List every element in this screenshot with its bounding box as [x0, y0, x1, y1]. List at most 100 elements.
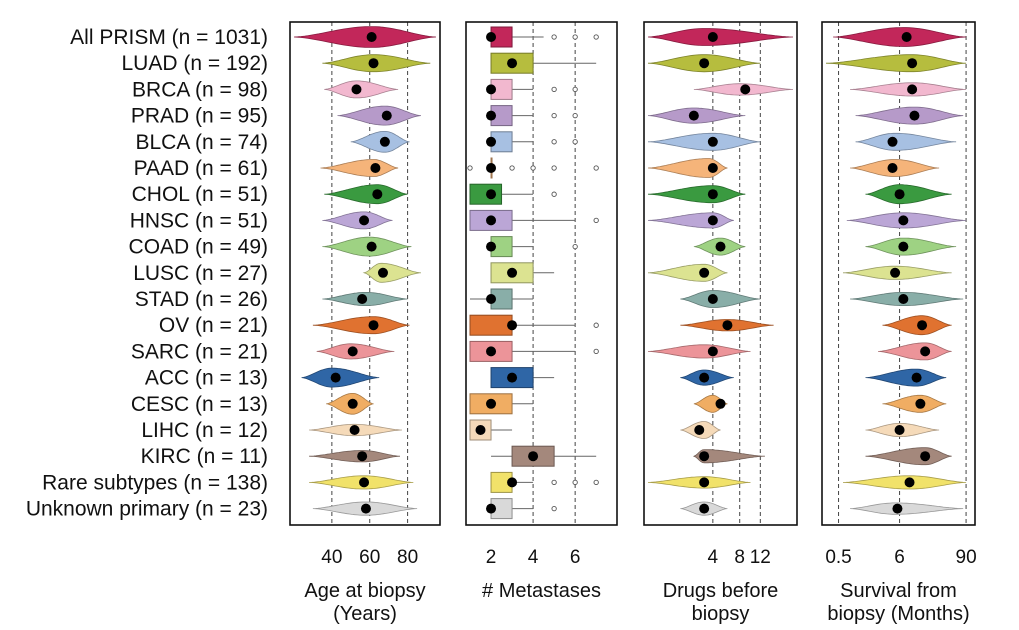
- violin-PRAD: [337, 105, 421, 126]
- median-dot-All PRISM: [901, 32, 912, 42]
- median-dot-OV: [917, 320, 928, 331]
- median-dot-Rare subtypes: [507, 477, 518, 488]
- tick-label: 12: [750, 547, 771, 568]
- median-dot-HNSC: [898, 215, 909, 226]
- median-dot-LUAD: [699, 58, 710, 69]
- median-dot-LUAD: [907, 58, 918, 69]
- row-label: PRAD (n = 95): [131, 105, 268, 128]
- median-dot-STAD: [486, 294, 497, 304]
- median-dot-LIHC: [694, 425, 705, 435]
- violin-All PRISM: [833, 27, 967, 47]
- violin-KIRC: [865, 447, 952, 466]
- tick-label: 8: [734, 547, 745, 568]
- outlier-HNSC: [593, 217, 599, 224]
- row-label: ACC (n = 13): [145, 367, 268, 390]
- median-dot-KIRC: [699, 451, 710, 462]
- violin-CHOL: [324, 184, 408, 205]
- median-dot-HNSC: [707, 215, 718, 226]
- outlier-BRCA: [551, 86, 557, 93]
- tick-label: 6: [570, 547, 581, 568]
- violin-HNSC: [322, 211, 393, 230]
- median-dot-LUSC: [377, 267, 388, 278]
- violin-BLCA: [855, 132, 957, 151]
- panel-metastases: 2 4 6 # Metastases: [465, 21, 618, 602]
- row-label: HNSC (n = 51): [130, 209, 268, 232]
- violin-OV: [882, 315, 952, 336]
- median-dot-PAAD: [707, 163, 718, 173]
- axis-label: Drugs before: [663, 580, 779, 602]
- row-label: BLCA (n = 74): [136, 131, 269, 154]
- median-dot-CESC: [347, 398, 358, 409]
- violin-OV: [312, 316, 410, 335]
- violin-SARC: [647, 344, 751, 359]
- median-dot-CESC: [915, 398, 926, 409]
- violin-PAAD: [320, 159, 399, 177]
- violin-COAD: [865, 237, 957, 256]
- violin-SARC: [878, 342, 952, 361]
- outlier-CHOL: [551, 191, 557, 197]
- median-dot-CHOL: [894, 189, 905, 200]
- row-label: LUAD (n = 192): [122, 52, 269, 75]
- violin-LUSC: [647, 263, 728, 282]
- outlier-PAAD: [593, 165, 599, 171]
- row-label: CHOL (n = 51): [132, 183, 268, 206]
- median-dot-LIHC: [894, 425, 905, 435]
- box-CHOL: [469, 183, 503, 205]
- median-dot-OV: [368, 320, 379, 331]
- median-dot-SARC: [920, 346, 931, 357]
- outlier-BRCA: [572, 86, 578, 93]
- median-dot-CHOL: [707, 189, 718, 200]
- row-label: BRCA (n = 98): [132, 78, 268, 101]
- axis-label: Age at biopsy: [304, 580, 425, 602]
- row-label: CESC (n = 13): [131, 393, 268, 416]
- row-label: LUSC (n = 27): [133, 262, 268, 285]
- median-dot-BLCA: [887, 136, 898, 147]
- outlier-BLCA: [572, 139, 578, 145]
- outlier-PAAD: [530, 165, 536, 171]
- median-dot-LUSC: [507, 267, 518, 278]
- violin-PRAD: [855, 106, 964, 125]
- violin-PAAD: [647, 158, 728, 178]
- median-dot-BRCA: [486, 84, 497, 95]
- median-dot-OV: [722, 320, 733, 331]
- median-dot-ACC: [911, 372, 922, 383]
- outlier-COAD: [572, 243, 578, 250]
- median-dot-Rare subtypes: [904, 477, 915, 488]
- median-dot-COAD: [366, 241, 377, 252]
- outlier-All PRISM: [593, 34, 599, 40]
- median-dot-STAD: [898, 294, 909, 304]
- violin-BLCA: [647, 132, 761, 151]
- outlier-PRAD: [551, 112, 557, 119]
- tick-label: 4: [708, 547, 719, 568]
- tick-label: 40: [321, 547, 342, 568]
- violin-LUAD: [825, 54, 967, 73]
- median-dot-PRAD: [486, 110, 497, 121]
- panel-frame: [821, 21, 976, 526]
- violin-STAD: [680, 290, 761, 308]
- axis-label: biopsy (Months): [827, 603, 969, 625]
- median-dot-STAD: [707, 294, 718, 304]
- tick-label: 6: [894, 547, 905, 568]
- tick-label: 2: [486, 547, 497, 568]
- median-dot-SARC: [707, 346, 718, 357]
- panel-frame: [643, 21, 798, 526]
- median-dot-HNSC: [486, 215, 497, 226]
- outlier-OV: [593, 322, 599, 328]
- outlier-PAAD: [551, 165, 557, 171]
- median-dot-LUSC: [699, 267, 710, 278]
- outlier-SARC: [593, 348, 599, 355]
- median-dot-PRAD: [381, 110, 392, 121]
- median-dot-COAD: [715, 241, 726, 252]
- median-dot-HNSC: [359, 215, 370, 226]
- median-dot-All PRISM: [366, 32, 377, 42]
- median-dot-KIRC: [920, 451, 931, 462]
- median-dot-ACC: [507, 372, 518, 383]
- panel-frame: [465, 21, 618, 526]
- median-dot-LIHC: [475, 425, 486, 435]
- median-dot-PRAD: [909, 110, 920, 121]
- outlier-PAAD: [467, 165, 473, 171]
- panel-age: 40 60 80 Age at biopsy(Years): [289, 21, 441, 625]
- median-dot-Rare subtypes: [699, 477, 710, 488]
- median-dot-BLCA: [486, 136, 497, 147]
- axis-label: Survival from: [840, 580, 957, 602]
